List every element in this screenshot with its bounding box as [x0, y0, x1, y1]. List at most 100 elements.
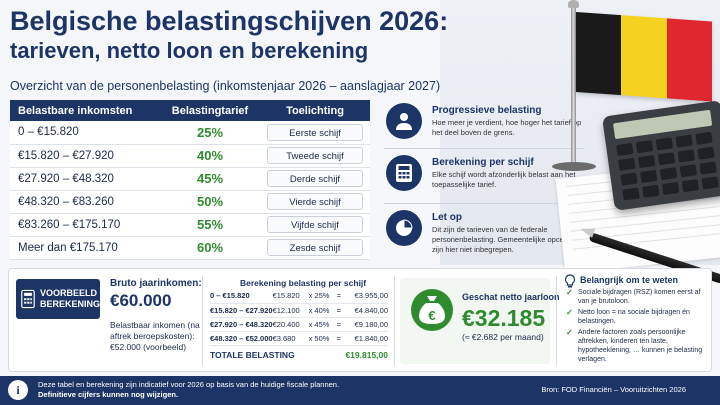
rate-cell: 25% — [160, 121, 260, 145]
tax-bracket-table: Belastbare inkomsten Belastingtarief Toe… — [10, 100, 370, 260]
rate-cell: 45% — [160, 167, 260, 191]
net-salary-monthly: (≈ €2.682 per maand) — [462, 332, 544, 342]
page-title: Belgische belastingschijven 2026: — [10, 6, 449, 36]
total-tax-value: €19.815,00 — [345, 350, 388, 360]
bracket-badge: Vijfde schijf — [267, 216, 363, 233]
flag-pole — [571, 4, 576, 169]
footer-source: Bron: FOD Financiën – Vooruitzichten 202… — [541, 385, 686, 394]
divider — [384, 148, 584, 149]
rate-cell: x 45% — [308, 317, 337, 332]
info-note: Let op Dit zijn de tarieven van de feder… — [386, 210, 596, 260]
bracket-badge: Tweede schijf — [267, 147, 363, 164]
range-cell: €27.920 – €48.320 — [210, 317, 273, 332]
column-header-rate: Belastingtarief — [160, 100, 260, 121]
equals-cell: = — [336, 303, 347, 318]
table-row: €27.920 – €48.320 45% Derde schijf — [10, 167, 370, 191]
list-item: Netto loon = na sociale bijdragen én bel… — [566, 308, 706, 326]
badge-line2: BEREKENING — [39, 299, 100, 309]
info-title: Berekening per schijf — [432, 157, 534, 168]
footer-bar — [0, 376, 720, 405]
flag-pole-top — [568, 0, 579, 8]
page-title-line2: tarieven, netto loon en berekening — [10, 38, 369, 63]
lightbulb-icon — [564, 274, 576, 288]
calculation-title: Berekening belasting per schijf — [240, 278, 367, 288]
info-progressive: Progressieve belasting Hoe meer je verdi… — [386, 103, 596, 147]
gross-income-label: Bruto jaarinkomen: — [110, 278, 202, 289]
amount-cell: €15.820 — [272, 289, 309, 304]
rate-cell: 60% — [160, 236, 260, 260]
table-row: €48.320 – €52.000 €3.680 x 50% = €1.840,… — [210, 331, 388, 346]
range-cell: €15.820 – €27.920 — [210, 303, 273, 318]
result-cell: €9.180,00 — [346, 317, 388, 332]
result-cell: €1.840,00 — [346, 331, 388, 346]
divider — [384, 203, 584, 204]
net-salary-value: €32.185 — [462, 305, 546, 331]
result-cell: €4.840,00 — [346, 303, 388, 318]
list-item: Andere factoren zoals persoonlijke aftre… — [566, 328, 706, 364]
income-cell: 0 – €15.820 — [10, 121, 160, 145]
equals-cell: = — [336, 289, 347, 304]
table-row: €15.820 – €27.920 €12.100 x 40% = €4.840… — [210, 303, 388, 318]
calculator-illustration — [601, 100, 720, 211]
table-row: 0 – €15.820 €15.820 x 25% = €3.955,00 — [210, 289, 388, 304]
rate-cell: x 50% — [308, 331, 337, 346]
svg-text:€: € — [428, 308, 435, 323]
result-cell: €3.955,00 — [346, 289, 388, 304]
rate-cell: x 40% — [308, 303, 337, 318]
bracket-badge: Vierde schijf — [267, 193, 363, 210]
footer-disclaimer: Deze tabel en berekening zijn indicatief… — [38, 380, 340, 389]
info-text: Dit zijn de tarieven van de federale per… — [432, 225, 591, 254]
pie-chart-icon — [386, 210, 422, 246]
total-tax-label: TOTALE BELASTING — [210, 350, 295, 360]
divider — [394, 276, 395, 366]
column-header-note: Toelichting — [260, 100, 370, 121]
money-bag-icon: € — [411, 289, 453, 331]
range-cell: 0 – €15.820 — [210, 289, 273, 304]
info-title: Let op — [432, 212, 462, 223]
range-cell: €48.320 – €52.000 — [210, 331, 273, 346]
info-text: Elke schijf wordt afzonderlijk belast aa… — [432, 170, 576, 189]
table-row: €15.820 – €27.920 40% Tweede schijf — [10, 144, 370, 168]
rate-cell: 50% — [160, 190, 260, 214]
amount-cell: €12.100 — [272, 303, 309, 318]
bracket-badge: Derde schijf — [267, 170, 363, 187]
divider — [202, 276, 203, 366]
table-row: Meer dan €175.170 60% Zesde schijf — [10, 236, 370, 260]
total-tax-row: TOTALE BELASTING €19.815,00 — [210, 350, 388, 360]
table-row: €83.260 – €175.170 55% Vijfde schijf — [10, 213, 370, 237]
amount-cell: €3.680 — [272, 331, 309, 346]
income-cell: €83.260 – €175.170 — [10, 213, 160, 237]
table-header-row: Belastbare inkomsten Belastingtarief Toe… — [10, 100, 370, 121]
income-cell: €48.320 – €83.260 — [10, 190, 160, 214]
rate-cell: x 25% — [308, 289, 337, 304]
table-row: 0 – €15.820 25% Eerste schijf — [10, 121, 370, 145]
footer-disclaimer-bold: Definitieve cijfers kunnen nog wijzigen. — [38, 390, 179, 399]
calculator-icon — [21, 289, 35, 309]
bracket-badge: Eerste schijf — [267, 123, 363, 141]
info-title: Progressieve belasting — [432, 105, 542, 116]
equals-cell: = — [336, 317, 347, 332]
page-subtitle: Overzicht van de personenbelasting (inko… — [10, 79, 441, 93]
income-cell: €15.820 – €27.920 — [10, 144, 160, 168]
gross-income-value: €60.000 — [110, 291, 172, 310]
income-cell: Meer dan €175.170 — [10, 236, 160, 260]
example-badge: VOORBEELD BEREKENING — [16, 279, 100, 319]
amount-cell: €20.400 — [272, 317, 309, 332]
info-text: Hoe meer je verdient, hoe hoger het tari… — [432, 118, 582, 137]
badge-line1: VOORBEELD — [39, 288, 97, 298]
table-row: €48.320 – €83.260 50% Vierde schijf — [10, 190, 370, 214]
rate-cell: 55% — [160, 213, 260, 237]
table-row: €27.920 – €48.320 €20.400 x 45% = €9.180… — [210, 317, 388, 332]
info-per-bracket: Berekening per schijf Elke schijf wordt … — [386, 155, 596, 199]
column-header-income: Belastbare inkomsten — [10, 100, 160, 121]
taxable-income-text: Belastbaar inkomen (na aftrek beroepskos… — [110, 320, 200, 352]
net-salary-label: Geschat netto jaarloon — [462, 292, 560, 302]
belgian-flag — [576, 12, 712, 102]
flag-stand — [552, 162, 596, 171]
bracket-badge: Zesde schijf — [267, 239, 363, 256]
info-icon: i — [8, 380, 28, 400]
rate-cell: 40% — [160, 144, 260, 168]
list-item: Sociale bijdragen (RSZ) komen eerst af v… — [566, 288, 706, 306]
calculator-icon — [386, 155, 422, 191]
important-title: Belangrijk om te weten — [580, 275, 679, 285]
